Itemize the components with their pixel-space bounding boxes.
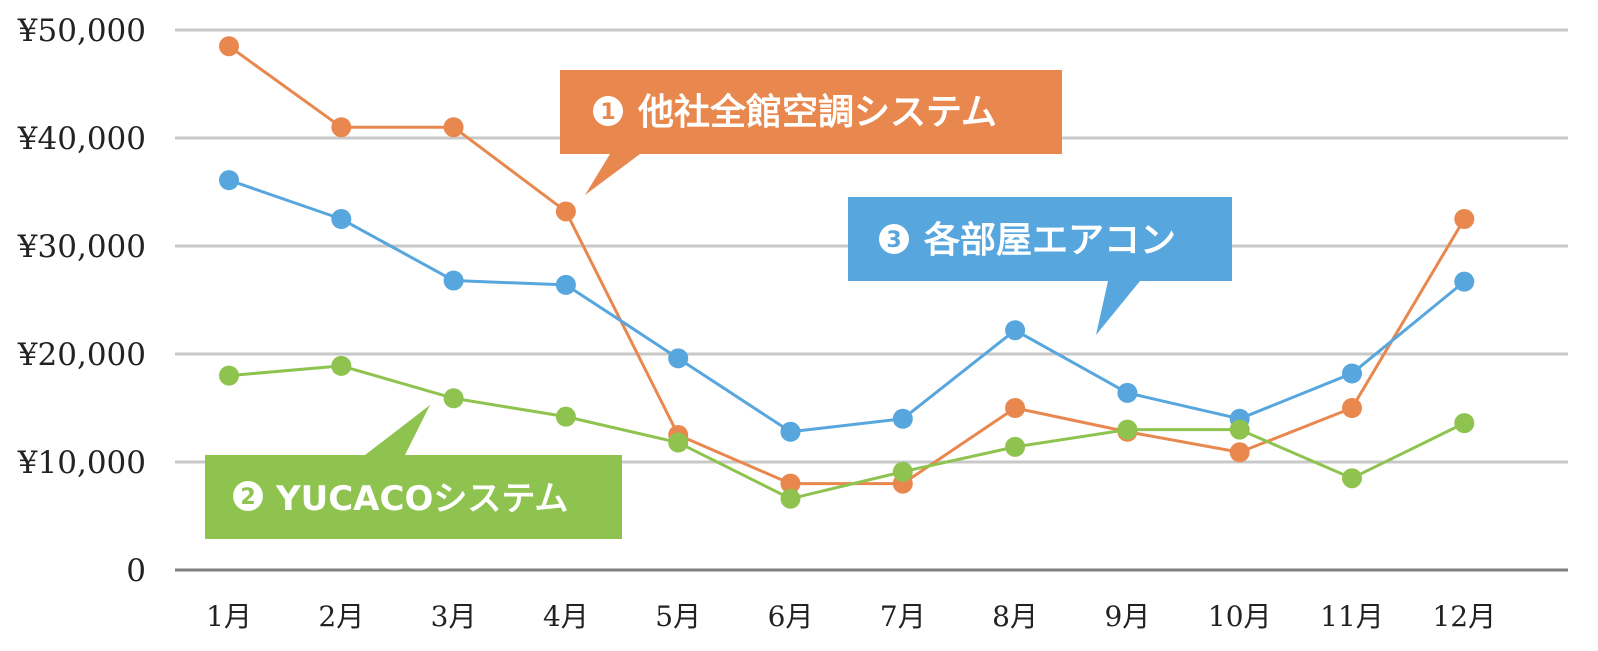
x-tick-label: 10月 bbox=[1208, 600, 1272, 633]
series-3-point bbox=[555, 274, 576, 295]
series-2-point bbox=[892, 461, 913, 482]
series-2-point bbox=[1454, 413, 1475, 434]
series-2-point bbox=[780, 488, 801, 509]
series-2-point bbox=[555, 406, 576, 427]
series-points bbox=[219, 36, 1475, 509]
x-axis: 1月 2月 3月 4月 5月 6月 7月 8月 9月 10月 11月 12月 bbox=[206, 600, 1496, 633]
callout-series-3-number-badge bbox=[879, 224, 909, 254]
y-tick-label: ¥10,000 bbox=[17, 445, 146, 481]
series-1-point bbox=[780, 473, 801, 494]
series-2-point bbox=[1342, 468, 1362, 489]
series-2-point bbox=[1117, 419, 1138, 440]
series-line-2 bbox=[228, 364, 1465, 501]
series-3-point bbox=[668, 348, 689, 369]
x-tick-label: 12月 bbox=[1432, 600, 1496, 633]
series-3-point bbox=[1454, 271, 1475, 292]
callout-series-1-number-badge bbox=[593, 96, 623, 126]
callout-series-2-label: YUCACOシステム bbox=[275, 479, 568, 519]
series-2-point bbox=[1005, 436, 1026, 457]
series-2-point bbox=[1229, 419, 1250, 440]
callout-series-2-number: 2 bbox=[240, 485, 255, 510]
series-1-point bbox=[219, 36, 239, 57]
callout-series-1-number: 1 bbox=[600, 100, 615, 125]
x-tick-label: 1月 bbox=[206, 600, 252, 633]
series-1-point bbox=[331, 117, 352, 138]
x-tick-label: 2月 bbox=[318, 600, 364, 633]
series-1-point bbox=[1454, 209, 1475, 229]
series-lines bbox=[228, 44, 1466, 501]
x-tick-label: 9月 bbox=[1104, 600, 1150, 633]
series-3-point bbox=[219, 170, 239, 191]
series-1-point bbox=[443, 117, 464, 138]
series-1-point bbox=[1229, 442, 1250, 463]
y-axis: 0 ¥10,000 ¥20,000 ¥30,000 ¥40,000 ¥50,000 bbox=[17, 13, 146, 589]
series-line-3 bbox=[228, 178, 1466, 434]
series-2-point bbox=[443, 388, 464, 409]
y-tick-label: ¥30,000 bbox=[17, 229, 146, 265]
series-1-point bbox=[1342, 398, 1362, 418]
series-line-1 bbox=[228, 44, 1466, 486]
callout-series-2-box bbox=[205, 405, 622, 539]
y-tick-label: ¥50,000 bbox=[17, 13, 146, 49]
series-3-point bbox=[331, 209, 352, 229]
callout-series-3-label: 各部屋エアコン bbox=[924, 220, 1176, 261]
callout-series-1-box bbox=[560, 70, 1062, 195]
x-tick-label: 6月 bbox=[768, 600, 814, 633]
y-tick-label: ¥20,000 bbox=[17, 337, 146, 373]
series-3-point bbox=[892, 408, 913, 429]
x-tick-label: 3月 bbox=[431, 600, 477, 633]
x-tick-label: 5月 bbox=[655, 600, 701, 633]
series-3-point bbox=[1005, 320, 1026, 341]
callout-series-3-box bbox=[848, 197, 1232, 335]
y-tick-label: ¥40,000 bbox=[17, 121, 146, 157]
x-tick-label: 11月 bbox=[1320, 600, 1384, 633]
callout-series-3: 3 各部屋エアコン bbox=[848, 197, 1232, 335]
x-tick-label: 7月 bbox=[880, 600, 926, 633]
series-3-point bbox=[780, 421, 801, 442]
series-2-point bbox=[219, 365, 239, 386]
series-3-point bbox=[443, 270, 464, 291]
y-tick-label: 0 bbox=[126, 553, 146, 589]
callout-series-1: 1 他社全館空調システム bbox=[560, 70, 1062, 195]
series-1-point bbox=[555, 201, 576, 222]
series-1-point bbox=[1005, 398, 1026, 418]
callout-series-2-number-badge bbox=[233, 481, 263, 511]
x-tick-label: 4月 bbox=[543, 600, 589, 633]
callout-series-1-label: 他社全館空調システム bbox=[637, 91, 997, 133]
series-3-point bbox=[1342, 363, 1362, 384]
series-2-point bbox=[331, 355, 352, 376]
series-3-point bbox=[1117, 382, 1138, 403]
callout-series-3-number: 3 bbox=[886, 228, 901, 253]
series-2-point bbox=[668, 432, 689, 453]
callout-series-2: 2 YUCACOシステム bbox=[205, 405, 622, 539]
x-tick-label: 8月 bbox=[992, 600, 1038, 633]
